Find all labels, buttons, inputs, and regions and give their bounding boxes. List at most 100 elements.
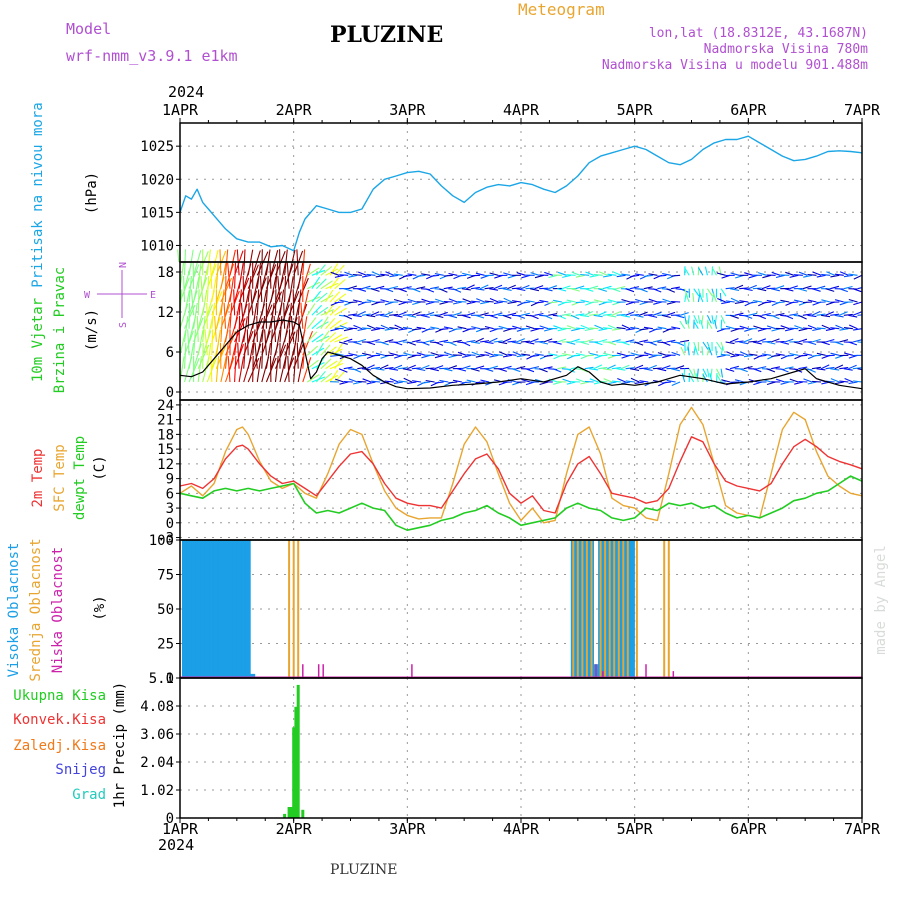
wind-arrow xyxy=(784,354,794,357)
wind-arrow xyxy=(539,341,549,345)
wind-arrow xyxy=(316,306,329,316)
wind-arrow xyxy=(757,272,767,276)
wind-arrow xyxy=(388,285,399,290)
wind-arrow xyxy=(393,341,403,346)
wind-arrow xyxy=(306,303,316,316)
ytick-label: 2.04 xyxy=(140,755,174,771)
wind-arrow xyxy=(816,301,826,304)
wind-arrow xyxy=(202,289,208,316)
wind-arrow xyxy=(329,334,343,343)
wind-arrow xyxy=(834,364,844,370)
ytick-label: 0 xyxy=(166,811,174,827)
wind-arrow xyxy=(270,329,273,356)
wind-arrow xyxy=(361,327,372,330)
wind-arrow xyxy=(329,291,341,303)
wind-arrow xyxy=(744,272,754,276)
wind-arrow xyxy=(653,380,662,383)
wind-arrow xyxy=(384,380,394,383)
wind-arrow xyxy=(361,313,371,316)
wind-arrow xyxy=(639,288,648,293)
wind-arrow xyxy=(279,356,287,383)
data-layer xyxy=(0,135,900,818)
wind-arrow xyxy=(334,301,344,304)
wind-arrow xyxy=(779,368,789,373)
wind-arrow xyxy=(448,298,458,303)
wind-arrow xyxy=(479,284,489,290)
wind-arrow xyxy=(193,250,202,276)
precip-unit: 1hr Precip (mm) xyxy=(112,682,128,808)
wind-arrow xyxy=(202,342,204,369)
wind-arrow xyxy=(193,276,200,303)
wind-arrow xyxy=(798,338,808,343)
wind-arrow xyxy=(261,342,264,369)
wind-arrow xyxy=(512,300,522,303)
wind-arrow xyxy=(525,287,535,290)
wind-arrow xyxy=(179,329,187,356)
wind-arrow xyxy=(761,312,771,316)
wind-arrow xyxy=(329,277,340,290)
compass-n: N xyxy=(118,262,129,268)
wind-arrow xyxy=(466,354,476,356)
precip-bar xyxy=(296,684,300,818)
wind-arrow xyxy=(666,339,676,343)
wind-arrow xyxy=(807,273,817,276)
wind-arrow xyxy=(247,302,250,329)
wind-arrow xyxy=(666,367,676,370)
elevation-text: Nadmorska Visina 780m xyxy=(703,42,868,57)
wind-arrow xyxy=(652,288,662,293)
wind-arrow xyxy=(579,341,589,346)
wind-arrow xyxy=(296,342,299,369)
wind-arrow xyxy=(784,314,794,320)
wind-arrow xyxy=(407,341,416,346)
wind-arrow xyxy=(357,311,366,316)
wind-arrow xyxy=(210,355,213,383)
wind-arrow xyxy=(830,352,840,356)
wind-arrow xyxy=(498,325,508,330)
wind-arrow xyxy=(498,287,508,290)
footer-station: PLUZINE xyxy=(330,862,398,878)
wind-arrow xyxy=(775,274,785,279)
wind-arrow xyxy=(789,378,799,383)
wind-arrow xyxy=(648,314,658,318)
wind-arrow xyxy=(598,354,608,357)
wind-arrow xyxy=(220,315,223,343)
wind-arrow xyxy=(716,368,721,378)
wind-arrow xyxy=(398,288,407,293)
wind-arrow xyxy=(403,377,413,383)
wind-arrow xyxy=(825,288,835,292)
wind-arrow xyxy=(785,271,794,276)
wind-arrow xyxy=(335,378,344,383)
wind-arrow xyxy=(630,326,640,330)
wind-arrow xyxy=(706,288,713,297)
wind-arrow xyxy=(611,339,621,343)
wind-arrow xyxy=(352,341,362,346)
wind-arrow xyxy=(598,366,608,370)
wind-arrow xyxy=(830,313,840,316)
wind-arrow xyxy=(697,267,704,276)
wind-arrow xyxy=(798,380,808,383)
compass-s: S xyxy=(118,322,129,328)
wind-arrow xyxy=(589,301,599,304)
wind-arrow xyxy=(461,365,471,370)
wind-arrow xyxy=(630,313,640,316)
wind-arrow xyxy=(561,327,572,330)
wind-arrow xyxy=(625,311,635,316)
wind-arrow xyxy=(512,351,522,356)
wind-arrow xyxy=(234,250,244,276)
wind-arrow xyxy=(789,313,799,316)
wind-arrow xyxy=(830,368,840,371)
wind-arrow xyxy=(306,317,317,330)
wind-arrow xyxy=(552,368,562,373)
wind-arrow xyxy=(539,368,548,373)
wind-arrow xyxy=(716,354,726,358)
wind-arrow xyxy=(375,327,385,330)
wind-arrow xyxy=(852,288,862,293)
wind-arrow xyxy=(348,285,357,290)
year-label-bottom: 2024 xyxy=(158,836,195,854)
wind-arrow xyxy=(466,284,475,290)
wind-arrow xyxy=(575,327,585,330)
wind-arrow xyxy=(480,379,490,383)
panel-frame xyxy=(179,677,863,819)
wind-arrow xyxy=(448,341,457,347)
wind-arrow xyxy=(816,327,826,330)
